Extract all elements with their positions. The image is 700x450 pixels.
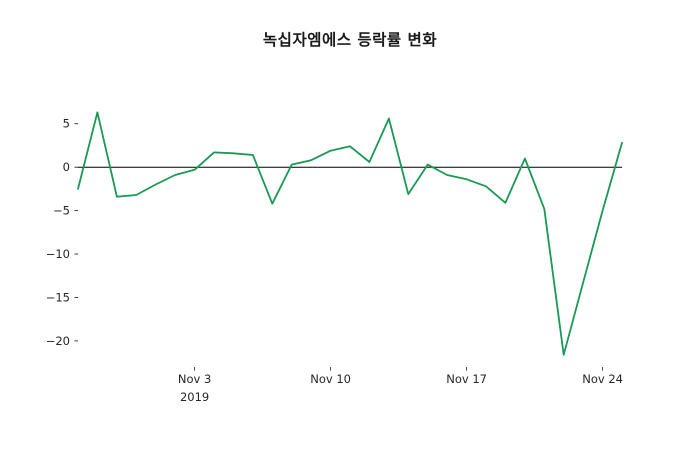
y-tick-label: −20 [46,334,70,348]
y-tick-label: 0 [63,160,70,174]
y-tick-label: −10 [46,247,70,261]
x-tick-label: Nov 3 [178,372,211,386]
chart-title: 녹십자엠에스 등락률 변화 [262,31,438,49]
price-change-line [77,111,623,356]
x-tick-label: Nov 24 [582,372,623,386]
x-tick-label: Nov 17 [446,372,487,386]
x-tick-sublabel: 2019 [180,390,209,404]
y-axis: 5 0 −5 −10 −15 −20 [46,117,78,348]
x-axis: Nov 3 2019 Nov 10 Nov 17 Nov 24 [178,367,623,404]
y-tick-label: 5 [63,117,70,131]
x-tick-label: Nov 10 [310,372,351,386]
y-tick-label: −15 [46,291,70,305]
y-tick-label: −5 [53,204,70,218]
